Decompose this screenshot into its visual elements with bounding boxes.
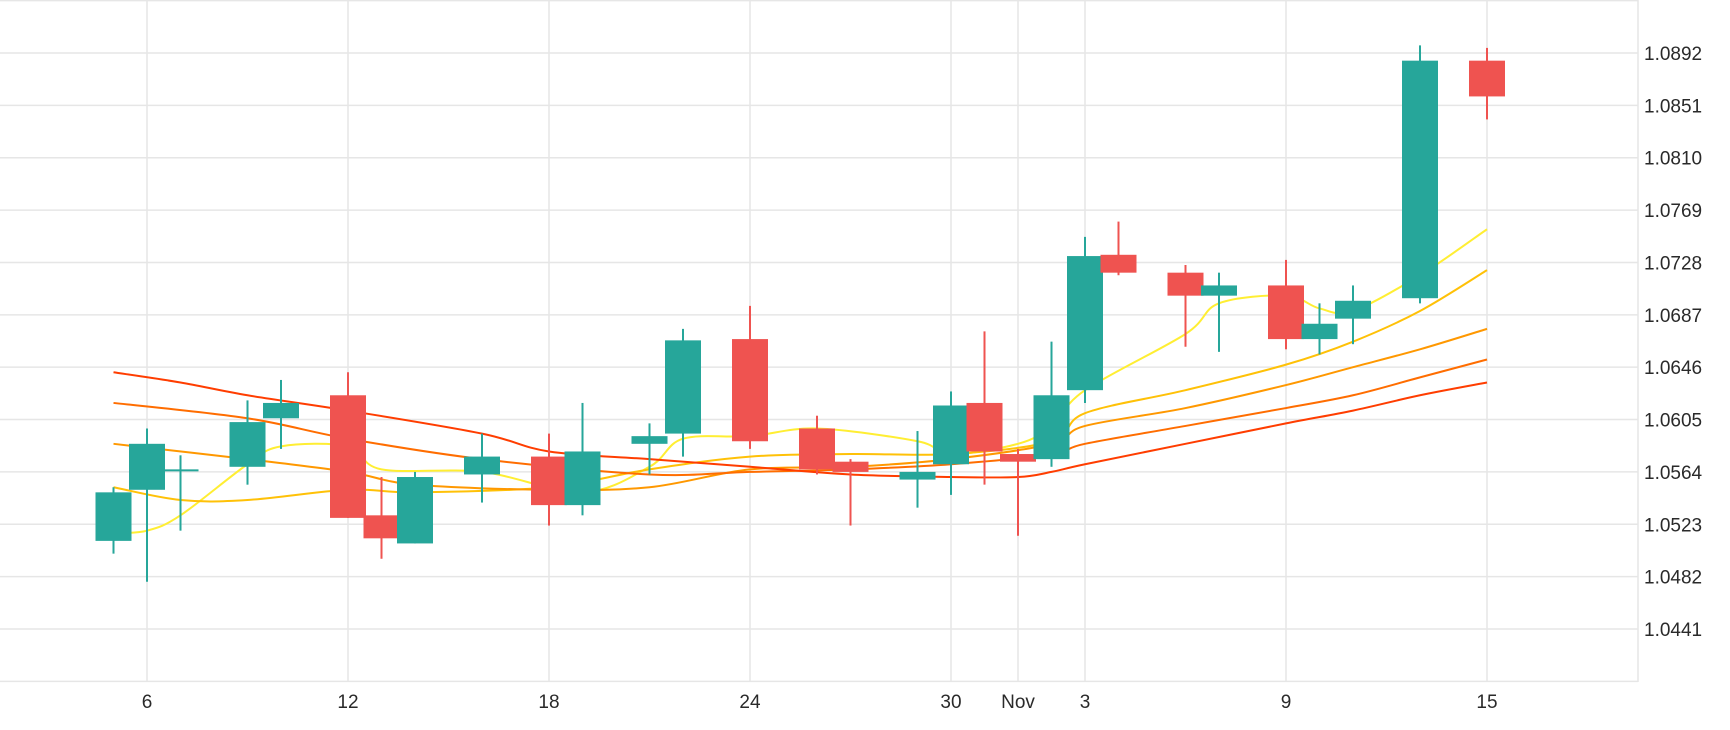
candle-body [1100, 254, 1137, 273]
candle-up [162, 455, 199, 531]
candle-up [129, 428, 165, 582]
candle-body [397, 477, 433, 544]
candle-down [799, 415, 835, 475]
candle-up [1067, 236, 1103, 403]
candle-up [95, 487, 132, 554]
price-tick-label: 1.0810 [1644, 149, 1702, 170]
candle-down [1268, 259, 1304, 350]
candle-up [464, 433, 500, 503]
candle-body [1167, 272, 1204, 296]
candle-body [363, 515, 400, 539]
candle-body [1402, 60, 1438, 299]
candle-down [1000, 448, 1036, 536]
candle-body [162, 469, 199, 472]
candle-body [832, 461, 869, 472]
candle-body [665, 340, 701, 434]
price-tick-label: 1.0646 [1644, 358, 1702, 379]
candle-body [464, 456, 500, 475]
candle-body [229, 422, 266, 467]
candle-up [1201, 272, 1237, 352]
candle-up [899, 431, 936, 508]
candle-body [732, 339, 768, 442]
date-axis: 6 12 18 24 30 Nov 3 9 15 [142, 692, 1498, 713]
candle-body [631, 436, 668, 444]
candle-body [1000, 454, 1036, 462]
price-tick-label: 1.0769 [1644, 201, 1702, 222]
candle-layer [95, 45, 1505, 582]
candle-up [933, 391, 969, 495]
candle-body [1067, 256, 1103, 391]
date-tick-label: 18 [538, 692, 559, 713]
candle-down [732, 305, 768, 449]
date-tick-label: 12 [337, 692, 358, 713]
candle-body [966, 402, 1003, 452]
date-tick-label: Nov [1001, 692, 1035, 713]
candle-body [95, 492, 132, 541]
candle-body [263, 402, 299, 419]
candle-down [531, 433, 567, 526]
grid-layer [0, 0, 1639, 683]
candle-body [531, 456, 567, 506]
candle-down [966, 331, 1003, 485]
date-tick-label: 6 [142, 692, 153, 713]
candle-up [397, 471, 433, 544]
candle-up [631, 423, 668, 475]
price-tick-label: 1.0687 [1644, 306, 1702, 327]
candle-up [1301, 303, 1338, 355]
moving-average-line [113, 228, 1488, 535]
candle-down [1469, 47, 1505, 120]
candle-body [1033, 395, 1070, 460]
candle-body [1301, 323, 1338, 340]
candle-up [1335, 285, 1371, 345]
date-tick-label: 15 [1476, 692, 1497, 713]
date-tick-label: 3 [1080, 692, 1091, 713]
candle-down [330, 372, 366, 518]
moving-average-layer [113, 228, 1488, 535]
price-tick-label: 1.0605 [1644, 411, 1702, 432]
candle-body [129, 443, 165, 490]
price-tick-label: 1.0728 [1644, 253, 1702, 274]
candle-body [564, 451, 601, 506]
price-tick-label: 1.0482 [1644, 568, 1702, 589]
candle-body [1201, 285, 1237, 296]
price-tick-label: 1.0892 [1644, 44, 1702, 65]
candle-body [1268, 285, 1304, 340]
candle-body [1335, 300, 1371, 319]
candle-body [799, 428, 835, 470]
candle-body [1469, 60, 1505, 97]
price-tick-label: 1.0851 [1644, 96, 1702, 117]
date-tick-label: 24 [739, 692, 761, 713]
candle-up [1402, 45, 1438, 304]
price-tick-label: 1.0564 [1644, 463, 1703, 484]
candle-up [263, 379, 299, 449]
candle-body [933, 405, 969, 465]
price-tick-label: 1.0441 [1644, 620, 1702, 641]
candle-body [330, 395, 366, 518]
candle-up [665, 328, 701, 457]
price-axis: 1.0892 1.0851 1.0810 1.0769 1.0728 1.0687 1.06… [1644, 44, 1703, 641]
price-tick-label: 1.0523 [1644, 515, 1702, 536]
candle-down [363, 477, 400, 559]
candle-down [1100, 221, 1137, 276]
candle-down [1167, 265, 1204, 347]
candle-down [832, 459, 869, 526]
candle-up [229, 400, 266, 485]
date-tick-label: 9 [1281, 692, 1292, 713]
candle-body [899, 471, 936, 480]
date-tick-label: 30 [940, 692, 961, 713]
candle-up [1033, 341, 1070, 467]
candle-up [564, 402, 601, 516]
